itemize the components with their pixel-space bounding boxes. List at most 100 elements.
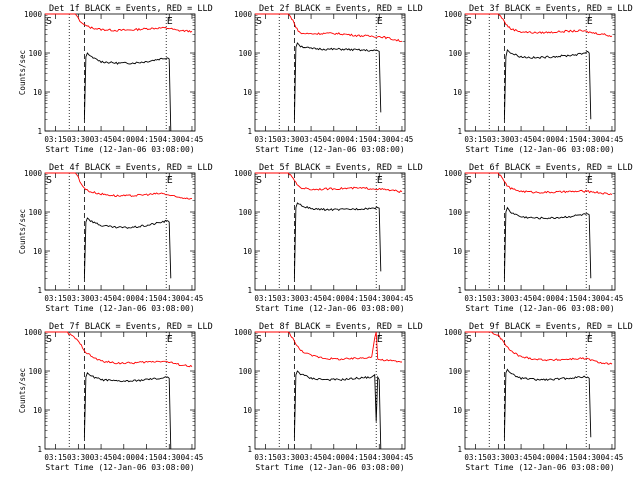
- x-tick-label: 03:30: [487, 294, 510, 303]
- x-tick-label: 03:15: [44, 453, 67, 462]
- x-tick-label: 03:15: [254, 135, 277, 144]
- series-line-events: [293, 42, 382, 120]
- chart-title: Det 4f BLACK = Events, RED = LLD: [49, 163, 213, 173]
- x-tick-label: 04:30: [158, 294, 181, 303]
- x-tick-label: 03:45: [510, 453, 533, 462]
- plot-frame: [44, 331, 196, 450]
- y-tick-label: 100: [238, 49, 252, 58]
- series-line-lld: [465, 331, 613, 365]
- y-tick-label: 100: [448, 208, 462, 217]
- x-tick-label: 03:15: [44, 135, 67, 144]
- x-tick-label: 04:30: [158, 453, 181, 462]
- y-tick-label: 10: [33, 247, 43, 256]
- x-tick-label: 04:15: [345, 294, 368, 303]
- y-tick-label: 100: [448, 367, 462, 376]
- series-line-lld: [465, 172, 613, 196]
- x-tick-label: 04:00: [112, 294, 135, 303]
- panel-4: Det 4f BLACK = Events, RED = LLD 1 10 100 10…: [18, 163, 213, 313]
- marker-s: S: [466, 334, 472, 345]
- series-line-events: [503, 368, 592, 438]
- y-tick-label: 1: [37, 127, 42, 136]
- x-tick-label: 04:00: [112, 135, 135, 144]
- y-tick-label: 10: [243, 247, 253, 256]
- chart-title: Det 5f BLACK = Events, RED = LLD: [259, 163, 423, 173]
- y-tick-label: 1: [457, 127, 462, 136]
- y-tick-label: 100: [448, 49, 462, 58]
- x-tick-label: 03:45: [90, 453, 113, 462]
- marker-e: E: [167, 16, 173, 27]
- series-line-events: [83, 371, 172, 450]
- marker-s: S: [256, 175, 262, 186]
- y-tick-label: 100: [28, 208, 42, 217]
- x-tick-label: 04:45: [601, 294, 624, 303]
- panel-8: Det 8f BLACK = Events, RED = LLD 1 10 100 10…: [234, 322, 423, 472]
- x-axis-label: Start Time (12-Jan-06 03:08:00): [45, 463, 194, 472]
- x-tick-label: 04:45: [601, 453, 624, 462]
- y-tick-label: 10: [243, 88, 253, 97]
- x-tick-label: 04:15: [135, 453, 158, 462]
- series-line-lld: [255, 13, 403, 42]
- chart-title: Det 1f BLACK = Events, RED = LLD: [49, 4, 213, 14]
- chart-title: Det 3f BLACK = Events, RED = LLD: [469, 4, 633, 14]
- y-tick-label: 10: [33, 406, 43, 415]
- series-line-lld: [465, 13, 613, 37]
- x-tick-label: 04:00: [532, 453, 555, 462]
- plot-frame: [44, 13, 196, 132]
- x-tick-label: 04:30: [368, 135, 391, 144]
- y-tick-label: 100: [28, 367, 42, 376]
- x-tick-label: 04:45: [181, 453, 204, 462]
- y-tick-label: 100: [238, 208, 252, 217]
- y-tick-label: 1000: [444, 169, 463, 178]
- y-tick-label: 1000: [234, 10, 253, 19]
- series-line-events: [83, 52, 172, 132]
- y-tick-label: 1: [37, 445, 42, 454]
- x-tick-label: 03:45: [90, 135, 113, 144]
- marker-s: S: [46, 175, 52, 186]
- marker-s: S: [466, 175, 472, 186]
- x-tick-label: 03:30: [487, 135, 510, 144]
- panel-1: Det 1f BLACK = Events, RED = LLD 1 10 100 10…: [18, 4, 213, 154]
- x-axis-label: Start Time (12-Jan-06 03:08:00): [255, 463, 404, 472]
- y-tick-label: 1000: [444, 10, 463, 19]
- x-axis-label: Start Time (12-Jan-06 03:08:00): [255, 145, 404, 154]
- x-tick-label: 04:15: [135, 294, 158, 303]
- x-tick-label: 03:15: [254, 453, 277, 462]
- x-tick-label: 04:30: [578, 453, 601, 462]
- x-tick-label: 04:15: [135, 135, 158, 144]
- chart-title: Det 2f BLACK = Events, RED = LLD: [259, 4, 423, 14]
- marker-e: E: [167, 334, 173, 345]
- x-tick-label: 04:00: [532, 135, 555, 144]
- y-tick-label: 100: [28, 49, 42, 58]
- x-tick-label: 04:00: [322, 294, 345, 303]
- x-axis-label: Start Time (12-Jan-06 03:08:00): [465, 304, 614, 313]
- marker-s: S: [466, 16, 472, 27]
- chart-title: Det 6f BLACK = Events, RED = LLD: [469, 163, 633, 173]
- x-tick-label: 03:45: [300, 294, 323, 303]
- x-tick-label: 03:15: [464, 294, 487, 303]
- x-tick-label: 03:15: [464, 135, 487, 144]
- x-tick-label: 04:45: [181, 135, 204, 144]
- panel-2: Det 2f BLACK = Events, RED = LLD 1 10 100 10…: [234, 4, 423, 154]
- y-tick-label: 100: [238, 367, 252, 376]
- y-axis-label: Counts/sec: [18, 368, 27, 413]
- x-tick-label: 04:30: [368, 294, 391, 303]
- y-tick-label: 1: [37, 286, 42, 295]
- y-tick-label: 10: [33, 88, 43, 97]
- x-tick-label: 04:45: [391, 135, 414, 144]
- panel-5: Det 5f BLACK = Events, RED = LLD 1 10 100 10…: [234, 163, 423, 313]
- series-line-events: [503, 48, 592, 120]
- marker-s: S: [256, 334, 262, 345]
- y-tick-label: 10: [453, 88, 463, 97]
- series-line-events: [83, 217, 172, 279]
- x-axis-label: Start Time (12-Jan-06 03:08:00): [465, 463, 614, 472]
- series-line-lld: [45, 331, 193, 368]
- x-tick-label: 04:00: [322, 135, 345, 144]
- y-tick-label: 1: [457, 286, 462, 295]
- x-tick-label: 04:00: [532, 294, 555, 303]
- y-axis-label: Counts/sec: [18, 50, 27, 95]
- y-tick-label: 1000: [24, 10, 43, 19]
- plot-frame: [464, 13, 616, 132]
- x-axis-label: Start Time (12-Jan-06 03:08:00): [45, 304, 194, 313]
- y-tick-label: 10: [243, 406, 253, 415]
